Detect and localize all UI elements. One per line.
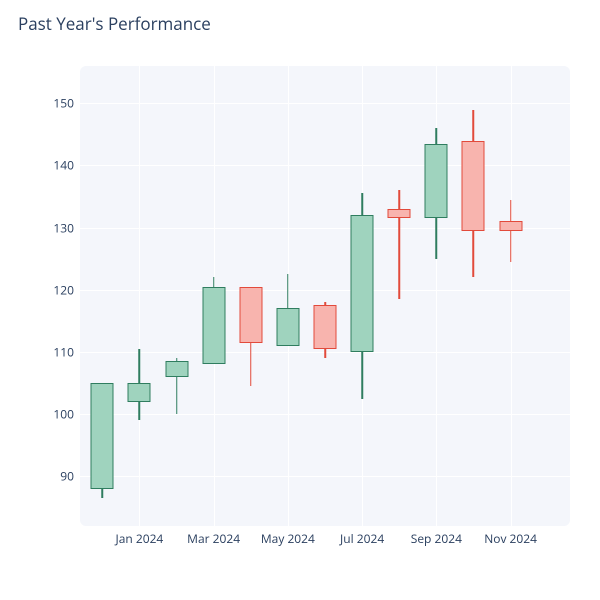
gridline-v — [511, 66, 512, 526]
x-tick-label: Jan 2024 — [115, 530, 163, 547]
candle-body — [351, 215, 374, 352]
x-tick-label: Nov 2024 — [484, 530, 537, 547]
candle-body — [499, 221, 522, 230]
gridline-h — [80, 165, 570, 166]
candle-wick — [510, 200, 512, 262]
x-tick-label: Sep 2024 — [411, 530, 462, 547]
candle-body — [202, 287, 225, 365]
candle-body — [239, 287, 262, 343]
y-tick-label: 100 — [53, 406, 74, 423]
gridline-h — [80, 290, 570, 291]
candlestick-chart: Past Year's Performance PHM's Past Year'… — [0, 0, 600, 600]
candle-body — [165, 361, 188, 377]
gridline-h — [80, 103, 570, 104]
gridline-h — [80, 228, 570, 229]
y-tick-label: 90 — [60, 468, 74, 485]
gridline-h — [80, 414, 570, 415]
x-tick-label: Mar 2024 — [187, 530, 240, 547]
candle-body — [462, 141, 485, 231]
gridline-v — [139, 66, 140, 526]
chart-title: Past Year's Performance — [18, 12, 211, 35]
y-tick-label: 110 — [53, 343, 74, 360]
gridline-h — [80, 476, 570, 477]
x-tick-label: May 2024 — [261, 530, 315, 547]
y-tick-label: 120 — [53, 281, 74, 298]
plot-area — [80, 66, 570, 526]
y-tick-label: 140 — [53, 157, 74, 174]
candle-body — [276, 308, 299, 345]
candle-body — [388, 209, 411, 218]
y-tick-label: 130 — [53, 219, 74, 236]
x-tick-label: Jul 2024 — [340, 530, 384, 547]
candle-body — [128, 383, 151, 402]
candle-body — [425, 144, 448, 219]
candle-body — [314, 305, 337, 349]
candle-body — [91, 383, 114, 489]
y-tick-label: 150 — [53, 95, 74, 112]
candle-wick — [398, 190, 400, 299]
